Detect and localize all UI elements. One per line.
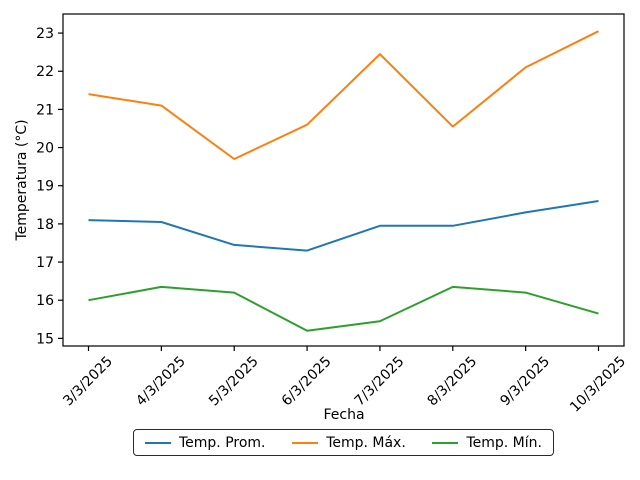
series-line-temp-max [88,30,599,160]
y-tick-label: 15 [36,331,54,347]
y-axis-label: Temperatura (°C) [14,119,30,241]
x-tick-label: 3/3/2025 [60,354,116,410]
x-tick-label: 7/3/2025 [352,354,408,410]
plot-frame [62,13,625,347]
x-tick-label: 8/3/2025 [425,354,481,410]
y-tick-label: 17 [36,255,54,271]
y-tick-label: 16 [36,293,54,309]
series-line-temp-prom [88,200,599,252]
legend-label-temp-prom: Temp. Prom. [179,434,266,451]
legend-item-temp-prom: Temp. Prom. [145,435,266,451]
y-tick-label: 20 [36,141,54,157]
legend-label-temp-min: Temp. Mín. [466,434,542,451]
y-tick-label: 18 [36,217,54,233]
x-axis-label: Fecha [323,407,365,423]
y-tick-label: 21 [36,102,54,118]
legend-line-swatch-temp-max [292,441,319,444]
legend-line-swatch-temp-min [432,441,459,444]
x-tick-label: 4/3/2025 [133,354,189,410]
legend-item-temp-max: Temp. Máx. [292,435,406,451]
y-tick-label: 23 [36,26,54,42]
legend: Temp. Prom. Temp. Máx. Temp. Mín. [133,429,554,456]
legend-label-temp-max: Temp. Máx. [326,434,406,451]
legend-item-temp-min: Temp. Mín. [432,435,542,451]
x-tick-label: 9/3/2025 [497,354,553,410]
series-line-temp-min [88,285,599,332]
y-tick-label: 22 [36,64,54,80]
y-tick-label: 19 [36,179,54,195]
x-tick-label: 10/3/2025 [567,354,629,416]
x-tick-label: 5/3/2025 [206,354,262,410]
x-tick-label: 6/3/2025 [279,354,335,410]
legend-line-swatch-temp-prom [145,441,171,444]
